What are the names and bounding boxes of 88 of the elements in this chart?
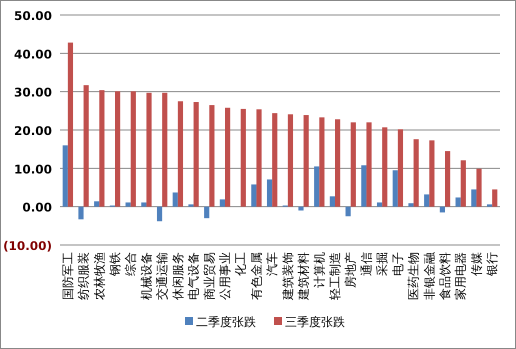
bar (492, 189, 498, 207)
x-tick-label: 电子 (390, 252, 405, 276)
bar (266, 179, 272, 207)
bar (94, 201, 100, 207)
x-tick-label: 钢铁 (108, 252, 122, 277)
bar (178, 101, 184, 207)
y-tick-label: 50.00 (14, 9, 52, 23)
bar (78, 206, 84, 220)
y-tick-label: 10.00 (14, 162, 52, 176)
bar (314, 166, 320, 207)
bar (366, 122, 372, 207)
x-tick-label: 农林牧渔 (92, 252, 106, 300)
bar (146, 92, 152, 207)
x-tick-label: 国防军工 (60, 252, 75, 300)
x-tick-label: 公用事业 (218, 252, 232, 300)
bar (156, 206, 162, 222)
y-tick-label: 20.00 (14, 124, 52, 138)
bar (204, 206, 210, 218)
bar (62, 145, 68, 207)
bar (288, 114, 294, 207)
y-tick-label: 0.00 (22, 200, 52, 215)
bar (126, 202, 131, 207)
bar (162, 92, 168, 207)
y-tick-label: 40.00 (14, 47, 52, 62)
bar (429, 140, 434, 207)
bar (319, 117, 324, 207)
x-tick-label: 建筑材料 (296, 252, 311, 301)
bar (376, 202, 382, 207)
x-tick-label: 机械设备 (139, 252, 154, 300)
bar (130, 91, 136, 207)
x-tick-label: 综合 (124, 252, 138, 276)
bar (115, 91, 120, 207)
bar (298, 206, 304, 210)
bar (330, 196, 335, 207)
bar (272, 113, 278, 207)
bar (335, 119, 340, 207)
bar (256, 109, 262, 207)
bar (209, 105, 214, 207)
bar (194, 102, 199, 207)
x-tick-label: 采掘 (375, 252, 390, 276)
x-tick-label: 家用电器 (454, 252, 468, 300)
x-tick-label: 食品饮料 (438, 252, 452, 300)
x-tick-label: 银行 (485, 252, 500, 277)
bar (220, 199, 225, 207)
bar (361, 165, 366, 207)
bar (471, 189, 476, 207)
bar (398, 129, 404, 207)
bar (84, 85, 89, 207)
x-tick-label: 通信 (359, 252, 374, 276)
bar (346, 206, 351, 216)
bar (440, 206, 445, 212)
bar (460, 160, 466, 207)
bar (408, 203, 414, 207)
legend-label: 二季度张跌 (196, 315, 256, 329)
x-tick-label: 房地产 (344, 252, 358, 288)
x-tick-label: 休闲服务 (170, 252, 185, 300)
bar (350, 122, 356, 207)
bar (68, 42, 74, 207)
bar (424, 194, 430, 207)
x-tick-label: 医药生物 (406, 252, 421, 300)
x-tick-label: 交通运输 (155, 252, 170, 300)
legend-label: 三季度张跌 (285, 315, 345, 329)
bar (251, 184, 256, 207)
y-tick-label: 30.00 (14, 86, 52, 100)
bar (392, 170, 398, 207)
bar (225, 108, 230, 207)
bar (476, 168, 482, 207)
x-tick-label: 电气设备 (186, 252, 201, 300)
bar (456, 197, 461, 207)
x-tick-label: 建筑装饰 (280, 252, 295, 301)
x-tick-label: 汽车 (265, 252, 280, 276)
x-tick-label: 商业贸易 (202, 252, 216, 300)
bar (445, 151, 450, 207)
x-tick-label: 有色金属 (249, 252, 264, 300)
bar (382, 127, 388, 207)
bar (172, 192, 178, 207)
bar (99, 90, 104, 207)
bar (141, 202, 146, 207)
x-tick-label: 化工 (234, 252, 248, 276)
x-tick-label: 传媒 (469, 252, 484, 276)
bar (304, 115, 309, 207)
bar (414, 139, 419, 207)
x-tick-label: 计算机 (312, 252, 326, 288)
x-tick-label: 非银金融 (422, 252, 436, 300)
x-tick-label: 纺织服装 (76, 252, 91, 300)
x-tick-label: 轻工制造 (328, 252, 342, 300)
y-tick-label: (10.00) (3, 239, 52, 253)
bar (240, 108, 246, 207)
